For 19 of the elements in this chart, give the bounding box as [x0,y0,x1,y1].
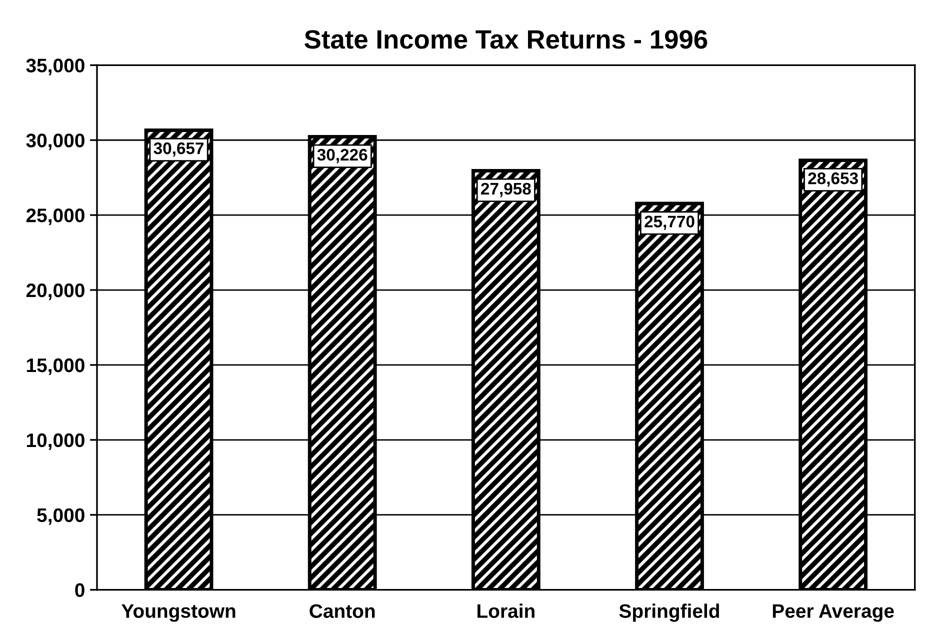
data-label: 30,226 [317,148,368,164]
y-tick-label: 30,000 [26,134,84,150]
y-tick-label: 20,000 [26,283,84,300]
y-tick-label: 10,000 [26,433,84,450]
data-label: 30,657 [154,142,204,157]
y-tick-label: 25,000 [26,208,84,226]
y-tick-label: 0 [75,583,84,598]
x-tick-label: Peer Average [772,604,894,622]
data-label: 27,958 [481,182,531,198]
x-tick-label: Youngstown [122,604,236,622]
x-tick-label: Lorain [478,604,534,618]
chart-title: State Income Tax Returns - 1996 [304,30,708,49]
y-tick-label: 35,000 [26,58,84,76]
x-tick-label: Canton [310,604,375,618]
data-label: 25,770 [644,216,694,230]
x-tick-label: Springfield [619,604,719,622]
data-label: 28,653 [808,172,858,187]
y-tick-label: 15,000 [26,358,84,376]
y-tick-label: 5,000 [37,508,84,525]
